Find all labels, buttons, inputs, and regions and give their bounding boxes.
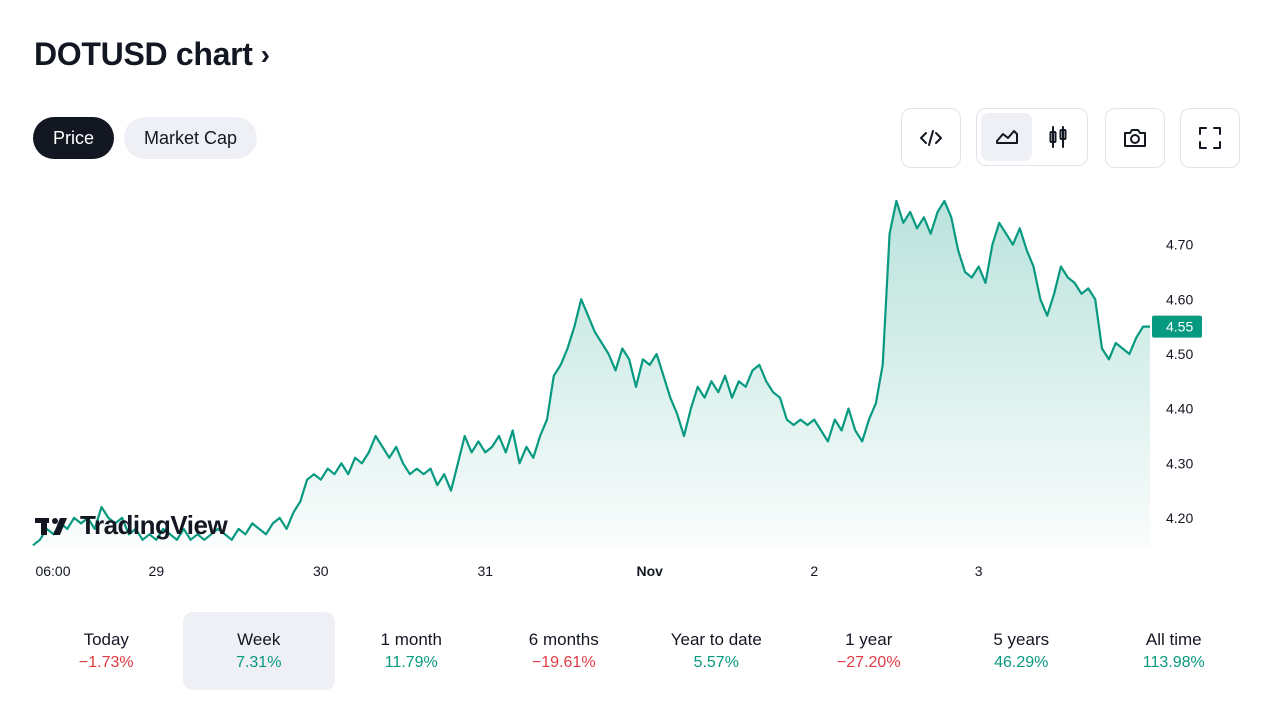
last-price-label: 4.55 <box>1166 319 1193 335</box>
y-tick-label: 4.60 <box>1166 291 1193 307</box>
tradingview-logo-icon <box>35 517 67 535</box>
period-change: −27.20% <box>836 654 901 671</box>
x-tick-label: 3 <box>975 563 983 579</box>
period-label: 5 years <box>993 630 1050 649</box>
x-tick-label: 06:00 <box>35 563 70 579</box>
price-chart[interactable]: 4.70 4.60 4.50 4.40 4.30 4.20 06:00 29 30 31 Nov 2… <box>0 180 1240 590</box>
period-6-months[interactable]: 6 months −19.61% <box>488 612 641 690</box>
period-change: 11.79% <box>384 654 438 671</box>
period-label: 1 year <box>845 630 893 649</box>
page-title-text: DOTUSD chart <box>34 36 253 72</box>
price-area <box>33 200 1150 548</box>
page-title[interactable]: DOTUSD chart › <box>34 36 270 73</box>
line-chart-button[interactable] <box>981 113 1032 161</box>
tab-market-cap[interactable]: Market Cap <box>124 117 258 159</box>
chevron-right-icon: › <box>260 38 270 70</box>
x-tick-label: 2 <box>810 563 818 579</box>
y-tick-label: 4.40 <box>1166 401 1193 417</box>
period-label: 1 month <box>380 630 442 649</box>
snapshot-button[interactable] <box>1105 108 1165 168</box>
last-price-badge: 4.55 <box>1152 315 1202 338</box>
tradingview-logo-text: TradingView <box>80 510 228 540</box>
embed-code-icon <box>920 130 942 146</box>
period-5-years[interactable]: 5 years 46.29% <box>945 612 1098 690</box>
period-label: All time <box>1145 630 1202 649</box>
embed-button[interactable] <box>901 108 961 168</box>
period-label: Today <box>83 630 129 649</box>
y-tick-label: 4.30 <box>1166 455 1193 471</box>
period-week[interactable]: Week 7.31% <box>182 612 335 690</box>
period-label: Week <box>237 630 281 649</box>
tradingview-logo[interactable]: TradingView <box>34 510 228 541</box>
y-tick-label: 4.20 <box>1166 510 1193 526</box>
x-tick-label: Nov <box>637 563 664 579</box>
period-all-time[interactable]: All time 113.98% <box>1098 612 1251 690</box>
chart-type-tabs: Price Market Cap <box>33 117 258 159</box>
period-1-year[interactable]: 1 year −27.20% <box>793 612 946 690</box>
fullscreen-icon <box>1199 127 1221 149</box>
period-change: 5.57% <box>693 654 739 671</box>
period-label: 6 months <box>528 630 599 649</box>
period-change: −19.61% <box>531 654 596 671</box>
x-axis: 06:00 29 30 31 Nov 2 3 <box>35 563 982 579</box>
period-label: Year to date <box>670 630 762 649</box>
period-change: −1.73% <box>78 654 134 671</box>
chart-style-toggle <box>976 108 1088 166</box>
fullscreen-button[interactable] <box>1180 108 1240 168</box>
period-year-to-date[interactable]: Year to date 5.57% <box>640 612 793 690</box>
price-line <box>32 199 1150 547</box>
period-today[interactable]: Today −1.73% <box>30 612 183 690</box>
camera-icon <box>1124 129 1146 147</box>
tab-price[interactable]: Price <box>33 117 115 159</box>
y-tick-label: 4.70 <box>1166 237 1193 253</box>
candles-icon <box>1049 126 1066 148</box>
period-change: 113.98% <box>1142 654 1205 671</box>
y-tick-label: 4.50 <box>1166 346 1193 362</box>
line-chart-icon <box>995 130 1018 144</box>
period-1-month[interactable]: 1 month 11.79% <box>335 612 488 690</box>
candles-button[interactable] <box>1032 113 1083 161</box>
x-tick-label: 30 <box>313 563 329 579</box>
period-change: 7.31% <box>236 654 282 671</box>
period-performance: Today −1.73% Week 7.31% 1 month 11.79% 6 month… <box>30 612 1250 690</box>
x-tick-label: 29 <box>149 563 165 579</box>
y-axis: 4.70 4.60 4.50 4.40 4.30 4.20 <box>1166 237 1193 526</box>
period-change: 46.29% <box>994 654 1049 671</box>
x-tick-label: 31 <box>477 563 493 579</box>
